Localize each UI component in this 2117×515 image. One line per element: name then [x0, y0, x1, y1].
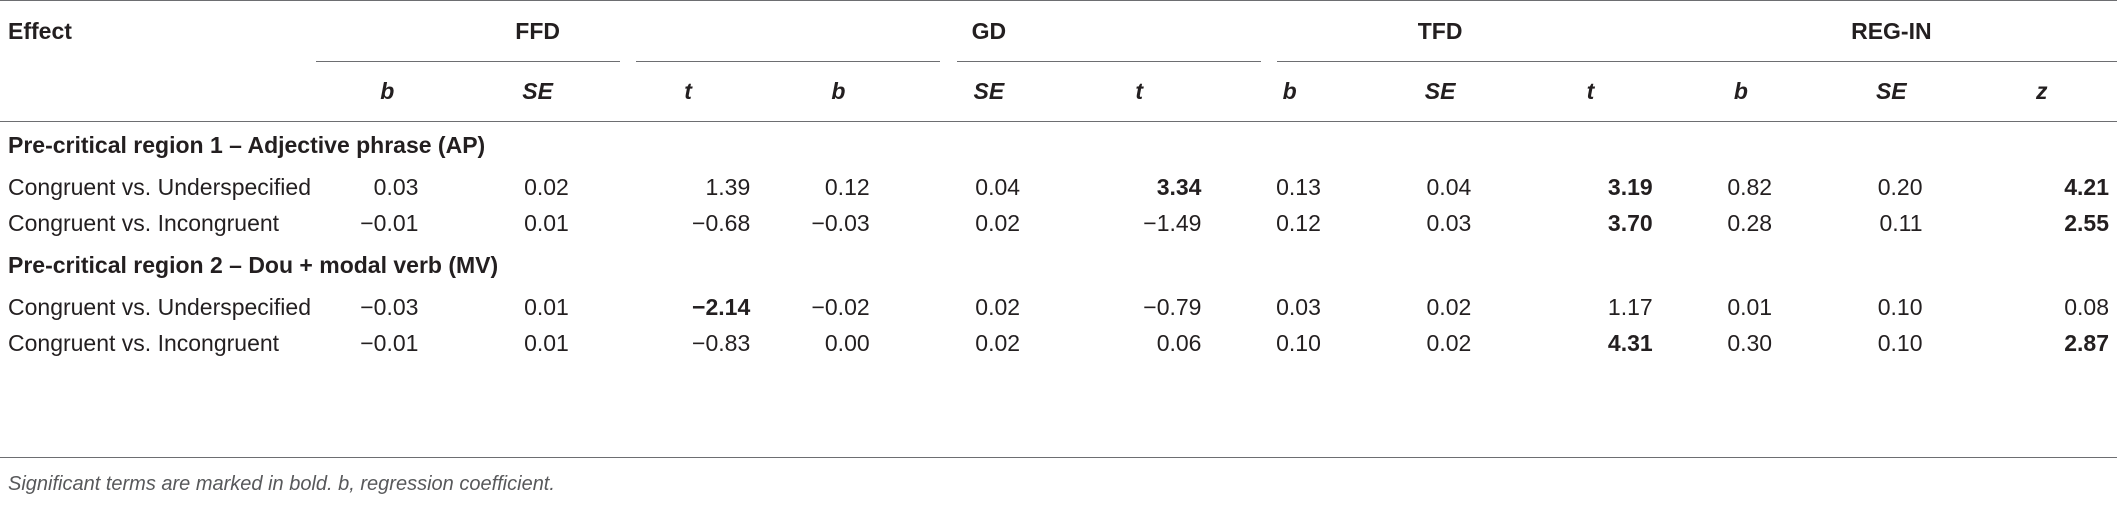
- table-cell: 0.01: [524, 293, 569, 320]
- group-rule-reg-in: [1277, 61, 2117, 62]
- table-cell: 0.03: [1426, 209, 1472, 236]
- group-rule-tfd: [957, 61, 1261, 62]
- table-cell: 0.20: [1877, 173, 1923, 200]
- table-cell: 0.12: [1276, 209, 1321, 236]
- table-cell: 0.04: [1426, 173, 1472, 200]
- table-cell: 0.12: [824, 173, 870, 200]
- subheader-cell: SE: [1424, 78, 1456, 104]
- section-title: Pre-critical region 2 – Dou + modal verb…: [8, 251, 499, 278]
- table-cell: 0.10: [1877, 329, 1923, 356]
- table-cell: 0.02: [975, 293, 1021, 320]
- table-cell: 0.10: [1276, 329, 1321, 356]
- table-cell: 2.87: [2064, 329, 2109, 356]
- table-cell: −2.14: [692, 293, 751, 320]
- table-row: Congruent vs. Incongruent −0.01 0.01 −0.83 0…: [0, 325, 2117, 361]
- results-table: Effect FFD GD TFD REG-IN b SE t b SE t b…: [0, 0, 2117, 361]
- effect-header: Effect: [8, 17, 72, 44]
- subheader-spacer: [0, 62, 312, 121]
- table-cell: −0.68: [692, 209, 751, 236]
- group-rule-gd: [636, 61, 940, 62]
- table-cell: 0.11: [1879, 209, 1923, 236]
- table-cell: 0.02: [1426, 293, 1472, 320]
- table-cell: 0.02: [975, 209, 1021, 236]
- table-cell: 3.34: [1156, 173, 1202, 200]
- subheader-cell: t: [1135, 78, 1144, 104]
- subheader-cell: SE: [973, 78, 1005, 104]
- subheader-cell: b: [831, 78, 846, 104]
- table-cell: −0.01: [360, 209, 419, 236]
- header-rule: [0, 121, 2117, 122]
- table-cell: 0.01: [1727, 293, 1773, 320]
- section-row: Pre-critical region 2 – Dou + modal verb…: [0, 241, 2117, 289]
- subheader-cell: b: [1282, 78, 1297, 104]
- table-cell: 1.17: [1607, 293, 1653, 320]
- table-row: Congruent vs. Underspecified 0.03 0.02 1.39…: [0, 169, 2117, 205]
- table-cell: 0.03: [1276, 293, 1321, 320]
- table-cell: −0.01: [360, 329, 419, 356]
- row-label: Congruent vs. Underspecified: [8, 293, 311, 320]
- subheader-cell: SE: [522, 78, 553, 104]
- subheader-cell: t: [1586, 78, 1595, 104]
- subheader-cell: b: [1733, 78, 1748, 104]
- table-cell: 0.04: [975, 173, 1021, 200]
- subheader-cell: z: [2036, 78, 2048, 104]
- table-cell: 4.21: [2064, 173, 2109, 200]
- table-cell: −1.49: [1143, 209, 1202, 236]
- table-body: Pre-critical region 1 – Adjective phrase…: [0, 121, 2117, 361]
- table-cell: 0.02: [975, 329, 1021, 356]
- table-cell: −0.79: [1143, 293, 1202, 320]
- table-row: Congruent vs. Incongruent −0.01 0.01 −0.68 −…: [0, 205, 2117, 241]
- table-cell: 0.28: [1727, 209, 1773, 236]
- row-label: Congruent vs. Incongruent: [8, 209, 280, 236]
- group-rule-ffd: [316, 61, 620, 62]
- header-group-row: Effect FFD GD TFD REG-IN: [0, 0, 2117, 62]
- header-sub-row: b SE t b SE t b SE t b SE z: [0, 62, 2117, 121]
- table-cell: −0.03: [360, 293, 419, 320]
- table-cell: 0.01: [524, 209, 569, 236]
- table-cell: −0.03: [811, 209, 870, 236]
- group-header-reg-in: REG-IN: [1851, 17, 1932, 44]
- table-cell: 3.19: [1607, 173, 1653, 200]
- table-cell: 0.06: [1156, 329, 1202, 356]
- table-cell: 0.00: [824, 329, 870, 356]
- table-footnote: Significant terms are marked in bold. b,…: [8, 473, 555, 495]
- subheader-cell: b: [380, 78, 395, 104]
- group-header-tfd: TFD: [1417, 17, 1463, 44]
- table-cell: 0.10: [1877, 293, 1923, 320]
- section-row: Pre-critical region 1 – Adjective phrase…: [0, 121, 2117, 169]
- group-header-ffd: FFD: [515, 17, 560, 44]
- table-cell: 0.01: [524, 329, 569, 356]
- subheader-cell: SE: [1875, 78, 1907, 104]
- table-cell: 0.02: [1426, 329, 1472, 356]
- table-cell: 2.55: [2064, 209, 2109, 236]
- table-cell: 0.03: [373, 173, 419, 200]
- table-cell: 0.30: [1727, 329, 1773, 356]
- group-header-gd: GD: [971, 17, 1007, 44]
- section-title: Pre-critical region 1 – Adjective phrase…: [8, 131, 486, 158]
- table-cell: −0.02: [811, 293, 870, 320]
- table-cell: 4.31: [1607, 329, 1653, 356]
- table-cell: 3.70: [1607, 209, 1653, 236]
- table-cell: 0.02: [524, 173, 569, 200]
- subheader-cell: t: [684, 78, 692, 104]
- table-cell: −0.83: [692, 329, 751, 356]
- row-label: Congruent vs. Incongruent: [8, 329, 280, 356]
- table-cell: 1.39: [705, 173, 751, 200]
- bottom-rule: [0, 457, 2117, 458]
- row-label: Congruent vs. Underspecified: [8, 173, 311, 200]
- table-cell: 0.13: [1276, 173, 1321, 200]
- table-cell: 0.08: [2064, 293, 2109, 320]
- table-cell: 0.82: [1727, 173, 1773, 200]
- table-row: Congruent vs. Underspecified −0.03 0.01 −2.…: [0, 289, 2117, 325]
- top-rule: [0, 0, 2117, 1]
